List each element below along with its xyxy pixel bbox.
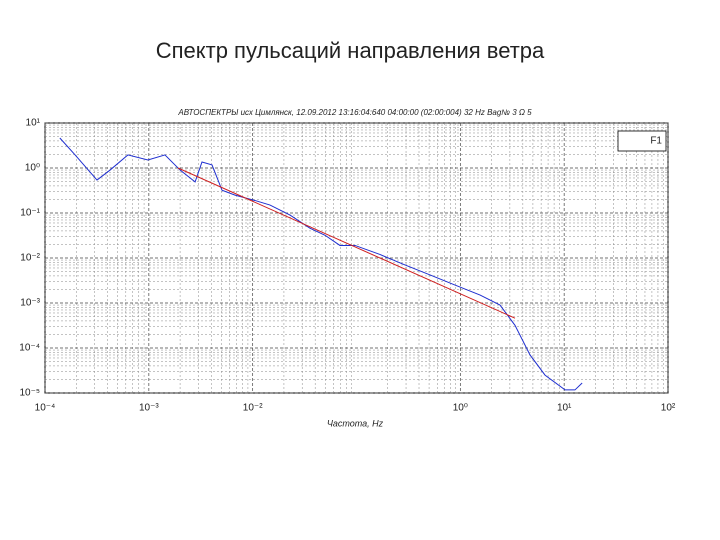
x-tick-label: 10⁻³ [139, 403, 159, 414]
x-tick-label: 10⁻⁴ [35, 403, 56, 414]
y-tick-label: 10⁻⁴ [19, 343, 40, 354]
y-tick-label: 10⁻¹ [20, 208, 40, 219]
series-line [177, 167, 516, 319]
chart-title: АВТОСПЕКТРЫ исх Цимлянск, 12.09.2012 13:… [177, 108, 532, 117]
y-tick-label: 10⁻⁵ [19, 388, 40, 399]
y-tick-label: 10⁰ [25, 163, 40, 174]
x-tick-label: 10⁻² [243, 403, 263, 414]
series-line [59, 137, 583, 391]
legend-box [617, 130, 667, 152]
x-tick-label: 10¹ [557, 403, 572, 414]
y-tick-label: 10⁻² [20, 253, 40, 264]
legend-label: F1 [650, 136, 662, 147]
x-tick-label: 10⁰ [453, 403, 468, 414]
y-tick-label: 10¹ [26, 118, 41, 129]
slide-title: Спектр пульсаций направления ветра [156, 38, 545, 63]
x-axis-label: Частота, Hz [327, 418, 384, 428]
x-tick-label: 10² [661, 403, 676, 414]
y-tick-label: 10⁻³ [20, 298, 40, 309]
